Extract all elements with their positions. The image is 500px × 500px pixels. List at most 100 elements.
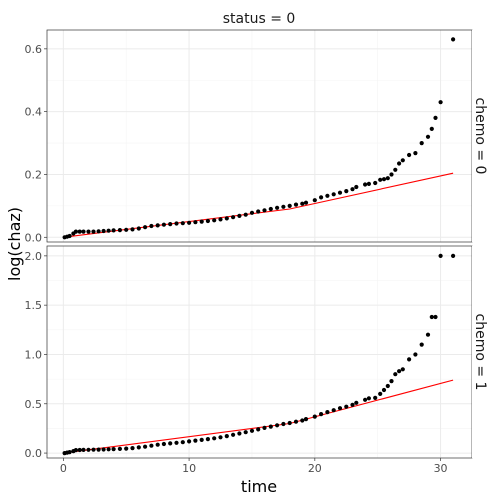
data-point <box>413 151 418 156</box>
data-point <box>303 200 309 205</box>
data-point <box>363 397 368 402</box>
data-point <box>407 152 412 158</box>
data-point <box>187 439 192 444</box>
data-point <box>400 158 405 163</box>
data-point <box>117 446 122 451</box>
data-point <box>262 425 267 430</box>
data-point <box>381 387 387 393</box>
data-point <box>281 421 286 427</box>
data-point <box>106 447 111 452</box>
row-strip-chemo-1: chemo = 1 <box>472 246 496 458</box>
fit-line-chemo-0 <box>63 172 454 238</box>
data-point <box>429 126 434 131</box>
data-point <box>366 181 371 186</box>
data-point <box>143 444 148 449</box>
data-point <box>268 424 273 429</box>
data-point <box>130 227 135 232</box>
data-point <box>393 372 398 377</box>
points-chemo-1 <box>62 253 456 456</box>
data-point <box>149 223 154 229</box>
data-point <box>224 216 229 221</box>
data-point <box>117 228 122 233</box>
y-tick-label: 0.6 <box>25 43 43 56</box>
data-point <box>218 435 223 440</box>
row-label-chemo-0: chemo = 0 <box>472 98 488 175</box>
data-point <box>73 448 78 453</box>
panel-chemo-0: 0.0 0.2 0.4 0.6 chemo = 0 <box>25 29 496 244</box>
data-point <box>397 161 402 166</box>
data-point <box>400 367 405 372</box>
data-point <box>205 437 210 442</box>
data-point <box>243 212 248 217</box>
data-point <box>385 176 390 181</box>
data-point <box>174 221 179 226</box>
data-point <box>96 447 101 452</box>
data-point <box>218 217 223 222</box>
data-point <box>312 198 317 203</box>
data-point <box>256 427 261 432</box>
data-point <box>256 209 261 214</box>
data-point <box>187 220 192 225</box>
data-point <box>143 225 148 230</box>
data-point <box>155 223 160 228</box>
data-point <box>155 442 160 447</box>
data-point <box>350 402 355 407</box>
data-point <box>319 195 324 200</box>
data-point <box>275 423 280 428</box>
data-point <box>373 180 378 186</box>
data-point <box>149 443 154 448</box>
data-point <box>300 201 305 206</box>
data-point <box>397 369 402 374</box>
data-point <box>354 400 359 405</box>
data-point <box>366 396 371 401</box>
data-point <box>237 213 242 218</box>
data-point <box>350 187 355 192</box>
fit-line-chemo-1 <box>63 379 454 454</box>
data-point <box>111 228 116 233</box>
data-point <box>344 404 349 409</box>
x-tick-label: 10 <box>182 462 196 475</box>
data-point <box>262 208 267 213</box>
y-ticks-chemo-0: 0.0 0.2 0.4 0.6 <box>25 43 47 244</box>
facet-label-status: status = 0 <box>223 11 296 27</box>
data-point <box>354 184 359 190</box>
x-axis-ticks: 0 10 20 30 <box>60 458 448 475</box>
data-point <box>249 428 255 433</box>
data-point <box>331 408 336 413</box>
data-point <box>425 134 431 139</box>
data-point <box>161 441 166 447</box>
data-point <box>231 215 236 220</box>
data-point <box>106 228 111 233</box>
data-point <box>67 450 72 455</box>
data-point <box>180 221 185 226</box>
data-point <box>389 172 394 177</box>
grid-panel-chemo-0 <box>47 30 472 242</box>
data-point <box>325 193 330 198</box>
data-point <box>337 406 343 411</box>
data-point <box>101 447 106 452</box>
data-point <box>337 190 343 195</box>
data-point <box>325 410 330 415</box>
x-tick-label: 0 <box>60 462 67 475</box>
data-point <box>124 227 129 232</box>
data-point <box>231 432 236 437</box>
data-point <box>205 218 210 224</box>
row-label-chemo-1: chemo = 1 <box>472 314 488 391</box>
data-point <box>363 182 368 187</box>
data-point <box>81 447 86 452</box>
data-point <box>378 177 383 182</box>
data-point <box>243 430 248 435</box>
y-tick-label: 0.2 <box>25 168 43 181</box>
x-axis-title: time <box>241 477 277 496</box>
x-tick-label: 20 <box>308 462 322 475</box>
y-tick-label: 0.5 <box>25 398 43 411</box>
data-point <box>373 395 378 400</box>
data-point <box>86 447 91 452</box>
points-chemo-0 <box>62 37 456 240</box>
fit-line <box>63 379 454 454</box>
y-tick-label: 1.0 <box>25 348 43 361</box>
y-axis-title: log(chaz) <box>5 207 24 281</box>
data-point <box>413 352 418 357</box>
data-point <box>91 447 96 452</box>
